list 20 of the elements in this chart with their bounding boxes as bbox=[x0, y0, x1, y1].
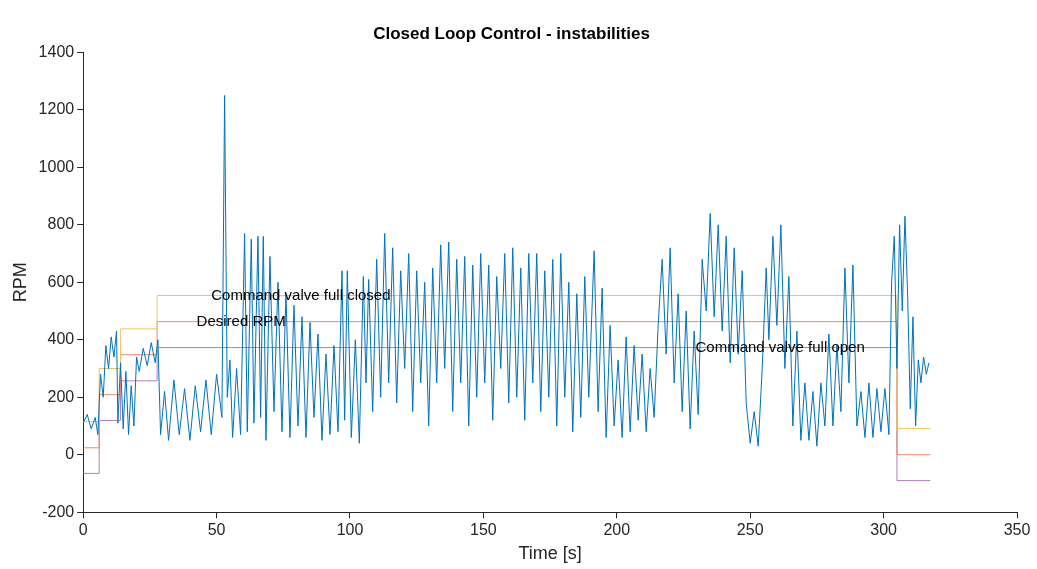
x-tick-label: 250 bbox=[736, 521, 764, 539]
x-tick-label: 300 bbox=[870, 521, 898, 539]
y-tick-label: 0 bbox=[65, 445, 75, 463]
x-axis-title: Time [s] bbox=[518, 543, 582, 564]
y-tick-label: 1200 bbox=[38, 100, 75, 118]
x-tick-label: 0 bbox=[78, 521, 88, 539]
y-axis-title: RPM bbox=[9, 262, 30, 303]
x-tick-label: 350 bbox=[1003, 521, 1031, 539]
x-tick-label: 150 bbox=[470, 521, 497, 539]
y-tick-label: 800 bbox=[47, 215, 75, 233]
chart-title: Closed Loop Control - instabilities bbox=[373, 23, 650, 43]
y-tick-label: 600 bbox=[47, 272, 75, 290]
y-tick-label: -200 bbox=[42, 502, 75, 520]
x-tick-label: 200 bbox=[603, 521, 631, 539]
y-tick-label: 400 bbox=[47, 330, 75, 348]
y-tick-label: 1000 bbox=[38, 157, 75, 175]
y-tick-label: 200 bbox=[47, 387, 75, 405]
x-tick-label: 50 bbox=[207, 521, 226, 539]
x-tick-label: 100 bbox=[336, 521, 364, 539]
y-tick-label: 1400 bbox=[38, 42, 75, 60]
